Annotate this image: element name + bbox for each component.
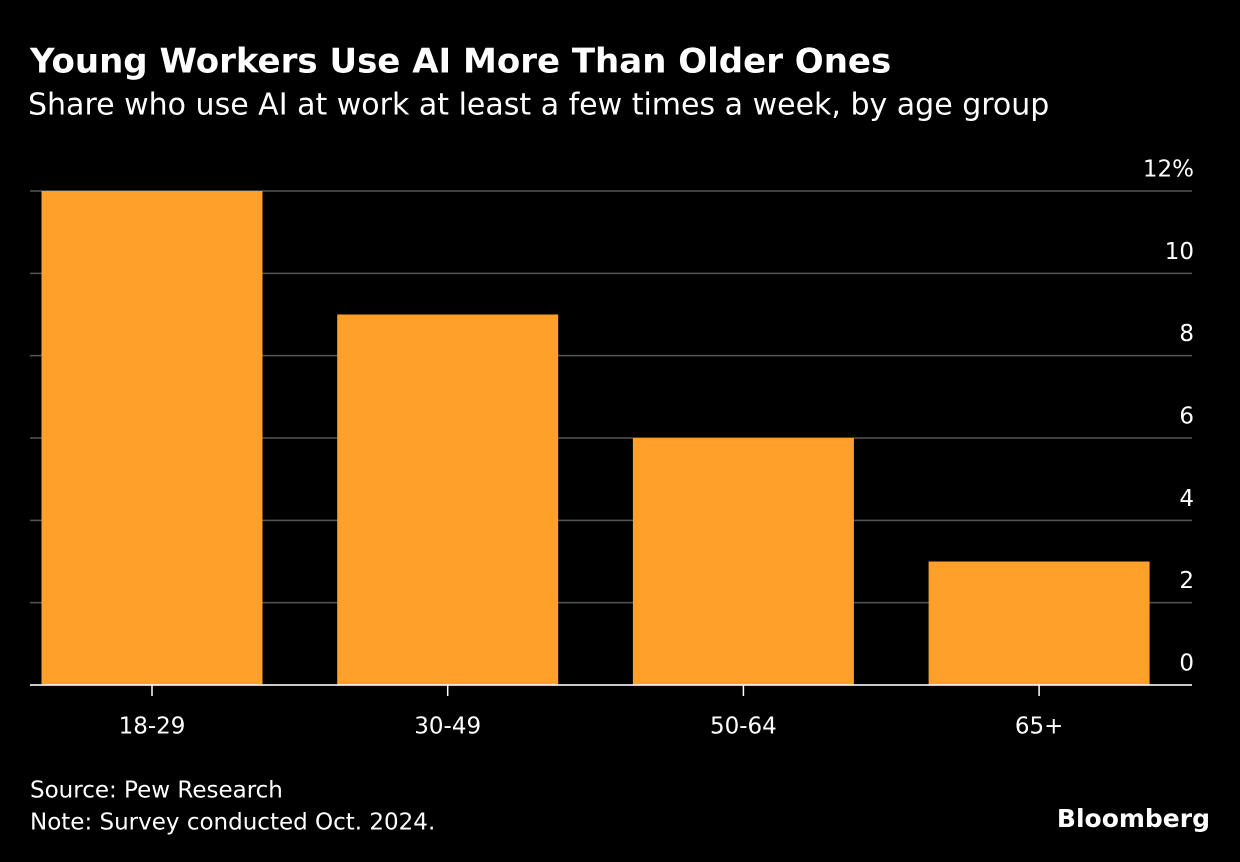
credit: Bloomberg bbox=[1057, 804, 1210, 833]
bar bbox=[632, 438, 854, 685]
x-tick-label: 50-64 bbox=[710, 714, 777, 740]
y-tick-label: 6 bbox=[1179, 404, 1194, 430]
chart-subtitle: Share who use AI at work at least a few … bbox=[28, 88, 1049, 123]
x-tick-label: 65+ bbox=[1015, 714, 1064, 740]
y-tick-label: 10 bbox=[1165, 239, 1194, 265]
y-tick-label: 8 bbox=[1179, 321, 1194, 347]
source: Source: Pew Research bbox=[30, 778, 283, 804]
x-tick-label: 18-29 bbox=[119, 714, 186, 740]
y-tick-label: 4 bbox=[1179, 486, 1194, 512]
note: Note: Survey conducted Oct. 2024. bbox=[30, 810, 435, 836]
chart-title: Young Workers Use AI More Than Older One… bbox=[29, 42, 891, 82]
y-tick-label: 12% bbox=[1143, 157, 1194, 183]
bar bbox=[41, 191, 263, 685]
bar bbox=[337, 314, 559, 685]
bar bbox=[928, 561, 1150, 685]
y-tick-label: 2 bbox=[1179, 568, 1194, 594]
x-tick-label: 30-49 bbox=[414, 714, 481, 740]
y-tick-label: 0 bbox=[1179, 651, 1194, 677]
